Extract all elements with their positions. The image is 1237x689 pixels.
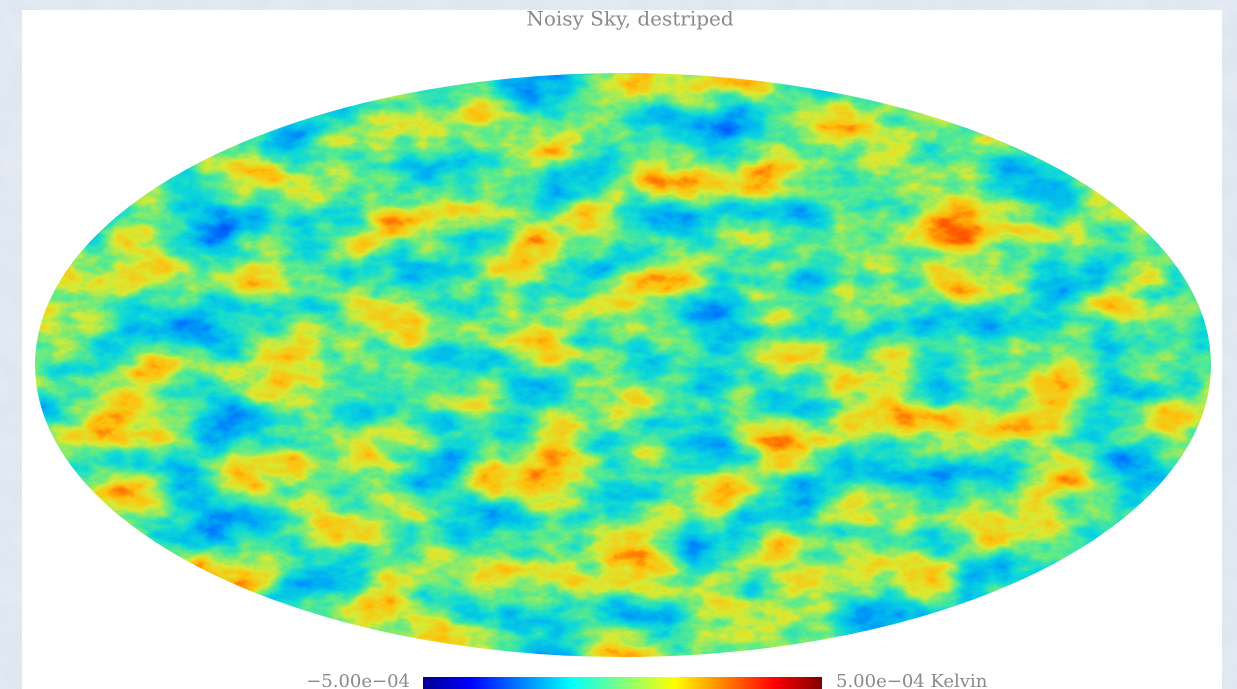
colorbar-max-label: 5.00e−04 Kelvin bbox=[836, 671, 988, 689]
screenshot: Noisy Sky, destriped −5.00e−04 5.00e−04 … bbox=[0, 0, 1237, 689]
title: Noisy Sky, destriped bbox=[526, 7, 734, 31]
sky-map bbox=[35, 73, 1211, 657]
colorbar bbox=[423, 677, 822, 689]
colorbar-min-label: −5.00e−04 bbox=[306, 671, 410, 689]
page: Noisy Sky, destriped −5.00e−04 5.00e−04 … bbox=[0, 0, 1237, 689]
